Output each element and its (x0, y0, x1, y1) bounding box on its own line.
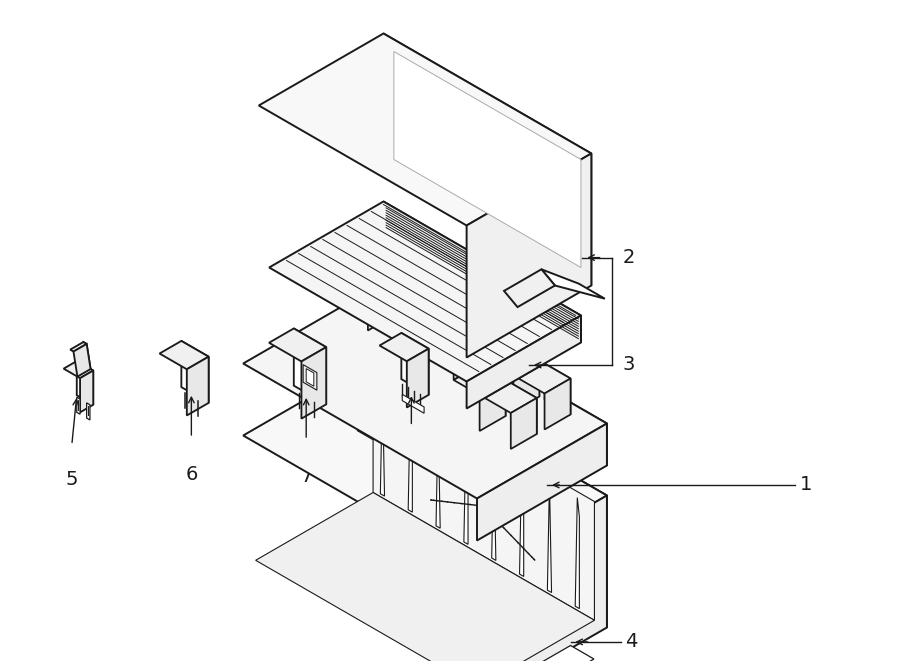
Text: 8: 8 (405, 453, 418, 473)
Polygon shape (480, 365, 506, 416)
Polygon shape (76, 361, 94, 405)
Polygon shape (345, 253, 392, 280)
Polygon shape (357, 378, 374, 440)
Polygon shape (430, 296, 477, 323)
Polygon shape (518, 646, 594, 661)
Polygon shape (464, 434, 468, 544)
Polygon shape (269, 202, 580, 381)
Polygon shape (511, 383, 536, 434)
Polygon shape (477, 424, 607, 541)
Polygon shape (466, 315, 580, 408)
Polygon shape (397, 276, 420, 347)
Polygon shape (425, 299, 448, 364)
Polygon shape (407, 348, 428, 407)
Text: 6: 6 (185, 465, 198, 484)
Polygon shape (504, 269, 555, 307)
Polygon shape (259, 34, 591, 225)
Polygon shape (402, 395, 424, 413)
Polygon shape (383, 34, 591, 286)
Polygon shape (397, 263, 420, 334)
Text: 4: 4 (626, 633, 638, 651)
Polygon shape (519, 465, 524, 576)
Polygon shape (485, 383, 536, 413)
Polygon shape (488, 346, 539, 375)
Polygon shape (79, 342, 91, 369)
Text: 2: 2 (623, 248, 634, 267)
Polygon shape (401, 286, 448, 313)
Polygon shape (454, 309, 477, 380)
Polygon shape (480, 380, 506, 431)
Polygon shape (360, 281, 373, 309)
Polygon shape (436, 417, 440, 528)
Polygon shape (86, 403, 90, 420)
Polygon shape (374, 373, 594, 620)
Polygon shape (491, 449, 496, 561)
Polygon shape (368, 266, 392, 330)
Polygon shape (544, 379, 571, 430)
Polygon shape (302, 347, 326, 418)
Polygon shape (425, 286, 448, 350)
Polygon shape (182, 341, 209, 403)
Text: 1: 1 (800, 475, 813, 494)
Polygon shape (454, 365, 506, 395)
Polygon shape (401, 333, 428, 395)
Polygon shape (511, 398, 536, 449)
Polygon shape (256, 492, 594, 661)
Polygon shape (374, 360, 607, 627)
Polygon shape (544, 364, 571, 414)
Polygon shape (243, 288, 607, 498)
Polygon shape (293, 329, 326, 405)
Text: 7: 7 (300, 467, 312, 486)
Polygon shape (306, 369, 314, 386)
Polygon shape (187, 357, 209, 416)
Polygon shape (380, 333, 428, 362)
Polygon shape (374, 288, 607, 465)
Polygon shape (575, 498, 580, 609)
Polygon shape (466, 153, 591, 358)
Polygon shape (477, 496, 607, 661)
Polygon shape (513, 346, 539, 397)
Polygon shape (74, 344, 91, 377)
Polygon shape (381, 385, 384, 496)
Polygon shape (454, 296, 477, 366)
Polygon shape (159, 341, 209, 369)
Text: 5: 5 (66, 470, 78, 489)
Polygon shape (518, 364, 571, 393)
Polygon shape (76, 397, 80, 414)
Text: 3: 3 (623, 356, 634, 375)
Polygon shape (547, 481, 552, 592)
Polygon shape (303, 365, 317, 390)
Polygon shape (374, 263, 420, 290)
Polygon shape (269, 329, 326, 362)
Polygon shape (394, 52, 580, 268)
Polygon shape (80, 371, 94, 412)
Polygon shape (383, 202, 580, 342)
Polygon shape (243, 360, 607, 570)
Polygon shape (368, 253, 392, 317)
Polygon shape (409, 401, 412, 512)
Polygon shape (542, 269, 605, 299)
Polygon shape (70, 342, 86, 352)
Polygon shape (64, 361, 94, 378)
Polygon shape (513, 360, 539, 412)
